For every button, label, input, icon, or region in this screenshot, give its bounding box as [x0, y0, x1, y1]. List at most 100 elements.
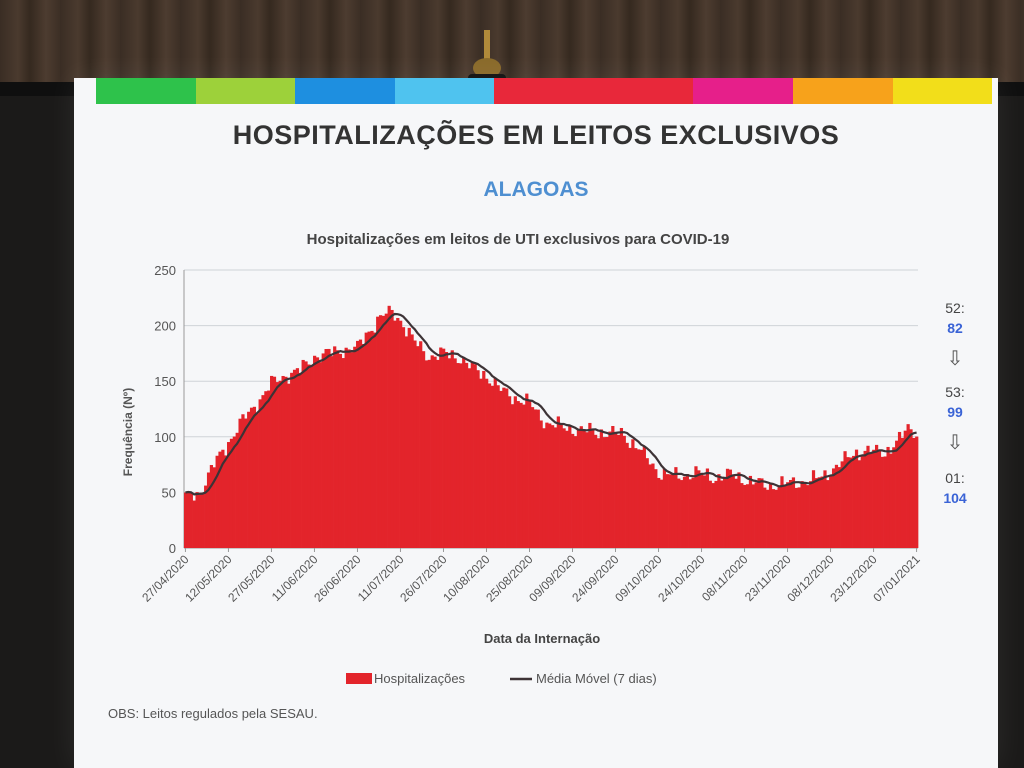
bar — [264, 391, 268, 548]
bar — [473, 364, 477, 548]
bar — [877, 451, 882, 548]
bar — [863, 450, 867, 548]
bar — [252, 406, 257, 548]
bar — [358, 339, 363, 548]
bar — [227, 442, 231, 548]
bar — [370, 330, 374, 548]
x-tick-label: 24/10/2020 — [655, 552, 708, 605]
bar — [510, 404, 515, 548]
down-arrow-icon: ⇩ — [946, 432, 964, 454]
bar — [806, 485, 810, 548]
bar — [576, 428, 581, 548]
legend-label-media-movel: Média Móvel (7 dias) — [536, 671, 657, 686]
bar — [826, 480, 830, 548]
moving-average-line — [185, 312, 917, 496]
bar — [493, 377, 497, 548]
bar — [381, 315, 386, 548]
bar — [585, 432, 589, 548]
side-week-01: 01: — [945, 470, 965, 486]
bar — [788, 479, 793, 548]
bar — [201, 492, 205, 548]
bar — [387, 305, 391, 548]
bar — [212, 467, 216, 548]
bar — [786, 482, 790, 548]
bar — [774, 489, 778, 548]
bar — [542, 428, 546, 548]
side-week-53: 53: — [945, 384, 965, 400]
bar — [565, 430, 569, 548]
bar — [539, 420, 543, 548]
bar — [688, 479, 692, 548]
bar — [367, 331, 371, 548]
bar — [530, 407, 535, 548]
x-tick-label: 27/05/2020 — [225, 552, 278, 605]
bar — [889, 453, 893, 548]
bar — [485, 378, 489, 548]
bar — [479, 378, 483, 548]
bar — [573, 436, 578, 548]
bar — [711, 483, 715, 548]
bar — [915, 436, 919, 548]
bar — [751, 484, 755, 548]
bar — [462, 357, 466, 548]
bar — [745, 484, 750, 548]
bar — [238, 418, 242, 548]
chart-legend: Hospitalizações Média Móvel (7 dias) — [346, 671, 657, 686]
bar — [665, 474, 669, 548]
bar — [760, 478, 764, 548]
bar — [390, 309, 394, 548]
bar — [837, 467, 841, 548]
bar — [513, 396, 517, 548]
bar — [453, 358, 457, 548]
bar — [456, 363, 460, 548]
bar — [298, 372, 302, 548]
stripe-segment — [593, 78, 694, 104]
bar — [447, 358, 451, 548]
bar — [892, 447, 896, 548]
bar — [637, 449, 641, 548]
bar — [662, 468, 667, 548]
bar — [900, 437, 905, 548]
bar — [803, 483, 807, 548]
bar — [697, 470, 701, 548]
bar — [401, 327, 406, 548]
bar — [605, 436, 609, 548]
bar — [909, 429, 913, 548]
bar — [599, 429, 603, 548]
bar — [315, 357, 320, 548]
bar — [731, 475, 735, 548]
bar — [224, 455, 228, 548]
bar — [376, 316, 380, 548]
bar — [571, 433, 575, 548]
stripe-segment — [295, 78, 395, 104]
bar — [671, 474, 675, 548]
bar — [743, 484, 747, 548]
bar — [783, 484, 787, 548]
bar — [338, 353, 343, 548]
bar — [611, 426, 615, 548]
bar — [235, 432, 239, 548]
bar — [249, 407, 254, 548]
bar — [192, 500, 196, 548]
bar — [324, 349, 328, 548]
bar — [442, 348, 446, 548]
y-tick-label: 0 — [169, 541, 176, 556]
bar — [631, 439, 635, 548]
bar — [525, 393, 529, 548]
slide-title: HOSPITALIZAÇÕES EM LEITOS EXCLUSIVOS — [232, 120, 840, 150]
bar — [912, 437, 916, 548]
bar — [579, 426, 583, 548]
bar — [814, 478, 818, 548]
bar — [261, 395, 265, 548]
bar — [545, 422, 549, 548]
bar — [791, 477, 796, 548]
bar — [895, 440, 899, 548]
bar — [568, 425, 572, 548]
slide-subtitle: ALAGOAS — [483, 178, 589, 201]
bar — [723, 477, 727, 548]
side-value-52: 82 — [947, 320, 963, 336]
bar — [880, 456, 884, 548]
bar — [353, 346, 357, 548]
stripe-segment — [792, 78, 893, 104]
bar — [301, 359, 305, 548]
